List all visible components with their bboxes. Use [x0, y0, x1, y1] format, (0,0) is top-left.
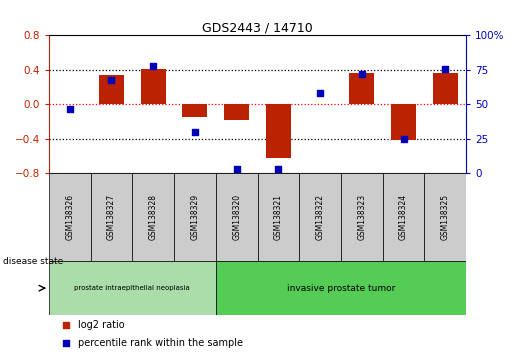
- Text: GSM138322: GSM138322: [316, 194, 324, 240]
- Title: GDS2443 / 14710: GDS2443 / 14710: [202, 21, 313, 34]
- Text: invasive prostate tumor: invasive prostate tumor: [287, 284, 395, 293]
- Text: GSM138320: GSM138320: [232, 194, 241, 240]
- Text: GSM138327: GSM138327: [107, 194, 116, 240]
- Bar: [141, 69, 166, 104]
- Point: [191, 129, 199, 135]
- Point: [107, 77, 115, 82]
- Bar: [383, 173, 424, 261]
- Bar: [182, 104, 208, 118]
- Text: percentile rank within the sample: percentile rank within the sample: [78, 338, 243, 348]
- Bar: [341, 173, 383, 261]
- Bar: [391, 104, 416, 140]
- Text: GSM138328: GSM138328: [149, 194, 158, 240]
- Text: prostate intraepithelial neoplasia: prostate intraepithelial neoplasia: [75, 285, 190, 291]
- Point: [316, 91, 324, 96]
- Bar: [266, 104, 291, 158]
- Bar: [349, 73, 374, 104]
- Bar: [424, 173, 466, 261]
- Bar: [132, 173, 174, 261]
- Point: [149, 63, 157, 69]
- Text: GSM138321: GSM138321: [274, 194, 283, 240]
- Bar: [433, 73, 458, 104]
- Text: disease state: disease state: [3, 257, 63, 266]
- Bar: [224, 104, 249, 120]
- Point: [441, 66, 449, 72]
- Bar: [99, 75, 124, 104]
- Point: [274, 166, 282, 172]
- Point: [399, 136, 407, 142]
- Point: [65, 106, 74, 112]
- Bar: [216, 173, 258, 261]
- Text: GSM138323: GSM138323: [357, 194, 366, 240]
- Bar: [299, 173, 341, 261]
- Text: GSM138329: GSM138329: [191, 194, 199, 240]
- Text: GSM138324: GSM138324: [399, 194, 408, 240]
- Bar: [91, 173, 132, 261]
- Bar: [258, 173, 299, 261]
- Bar: [174, 173, 216, 261]
- Text: log2 ratio: log2 ratio: [78, 320, 125, 330]
- Text: GSM138325: GSM138325: [441, 194, 450, 240]
- Bar: [49, 261, 216, 315]
- Bar: [216, 261, 466, 315]
- Point: [61, 340, 70, 346]
- Bar: [49, 173, 91, 261]
- Point: [232, 166, 241, 172]
- Point: [357, 71, 366, 77]
- Point: [61, 322, 70, 328]
- Text: GSM138326: GSM138326: [65, 194, 74, 240]
